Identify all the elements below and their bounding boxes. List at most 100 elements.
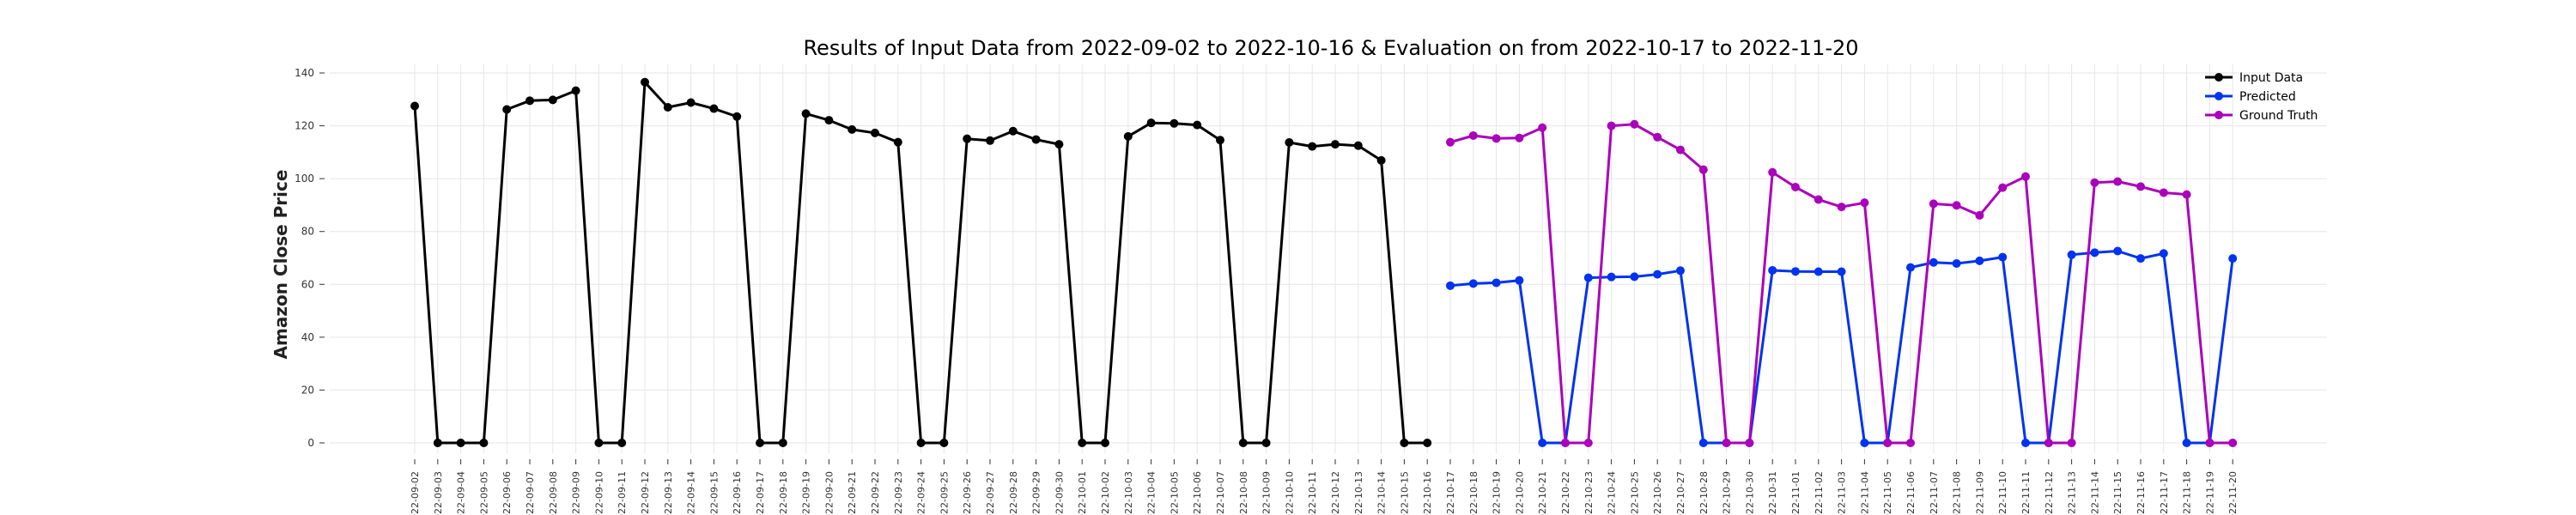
x-tick-label: 2022-10-30 bbox=[1744, 471, 1755, 515]
grid bbox=[330, 64, 2327, 453]
y-tick-label: 120 bbox=[295, 120, 314, 132]
legend-swatch-marker bbox=[2215, 92, 2223, 100]
input-data-point bbox=[1123, 131, 1133, 141]
x-tick-label: 2022-10-24 bbox=[1607, 471, 1618, 515]
x-tick-label: 2022-11-08 bbox=[1952, 471, 1963, 515]
x-tick-label: 2022-09-05 bbox=[478, 471, 489, 515]
input-data-point bbox=[1008, 126, 1018, 136]
input-data-point bbox=[848, 124, 857, 134]
x-tick-label: 2022-10-05 bbox=[1169, 471, 1180, 515]
x-tick-label: 2022-09-15 bbox=[708, 471, 720, 515]
input-data-point bbox=[1193, 120, 1202, 130]
x-tick-label: 2022-10-25 bbox=[1629, 471, 1640, 515]
ground-truth-point bbox=[1929, 199, 1938, 209]
input-data-point bbox=[456, 439, 465, 447]
ground-truth-point bbox=[2159, 188, 2168, 197]
predicted-point bbox=[1607, 272, 1616, 282]
input-data-point bbox=[1285, 137, 1294, 147]
ground-truth-point bbox=[1468, 130, 1478, 140]
ground-truth-point bbox=[1492, 134, 1501, 143]
input-data-point bbox=[1400, 439, 1409, 447]
input-data-point bbox=[526, 96, 534, 106]
ground-truth-point bbox=[1883, 439, 1893, 447]
ground-truth-point bbox=[2067, 439, 2076, 447]
predicted-point bbox=[1653, 270, 1662, 279]
ground-truth-point bbox=[1791, 182, 1800, 191]
predicted-point bbox=[1698, 439, 1708, 447]
x-tick-label: 2022-09-04 bbox=[456, 471, 467, 515]
legend-label: Predicted bbox=[2239, 90, 2296, 104]
ground-truth-point bbox=[1446, 137, 1455, 147]
input-data-point bbox=[502, 105, 512, 114]
predicted-point bbox=[2228, 254, 2238, 264]
y-tick-label: 80 bbox=[301, 226, 314, 238]
x-tick-label: 2022-10-29 bbox=[1722, 471, 1733, 515]
x-tick-label: 2022-09-20 bbox=[823, 471, 835, 515]
x-tick-label: 2022-09-06 bbox=[501, 471, 513, 515]
x-tick-label: 2022-10-26 bbox=[1652, 471, 1663, 515]
ground-truth-point bbox=[1768, 167, 1777, 177]
legend-item-ground-truth: Ground Truth bbox=[2205, 109, 2318, 123]
x-tick-label: 2022-11-05 bbox=[1882, 471, 1893, 515]
x-tick-label: 2022-10-19 bbox=[1492, 471, 1503, 515]
x-tick-label: 2022-10-10 bbox=[1284, 471, 1295, 515]
input-data-point bbox=[1353, 141, 1363, 150]
input-data-point bbox=[1170, 118, 1179, 128]
ground-truth-point bbox=[1630, 119, 1639, 129]
x-tick-label: 2022-09-16 bbox=[732, 471, 743, 515]
predicted-point bbox=[1468, 279, 1478, 288]
input-data-point bbox=[1054, 140, 1064, 149]
input-data-point bbox=[1216, 136, 1224, 145]
predicted-point bbox=[1583, 273, 1593, 282]
ground-truth-point bbox=[1515, 133, 1524, 142]
x-tick-label: 2022-09-12 bbox=[640, 471, 651, 515]
predicted-point bbox=[1860, 439, 1869, 447]
ground-truth-point bbox=[1698, 165, 1708, 174]
ground-truth-point bbox=[2090, 178, 2099, 187]
x-tick-label: 2022-09-14 bbox=[686, 471, 697, 515]
x-tick-label: 2022-10-16 bbox=[1422, 471, 1433, 515]
input-data-point bbox=[1078, 439, 1087, 447]
input-data-point bbox=[939, 439, 949, 447]
legend: Input Data Predicted Ground Truth bbox=[2205, 71, 2318, 123]
predicted-point bbox=[1906, 263, 1915, 272]
input-data-point bbox=[548, 95, 557, 105]
x-axis-ticks: 2022-09-02 2022-09-03 2022-09-04 2022-09-05… bbox=[410, 459, 2239, 515]
input-data-point bbox=[1031, 135, 1041, 144]
x-tick-label: 2022-09-07 bbox=[525, 471, 536, 515]
ground-truth-series bbox=[1446, 119, 2238, 447]
input-data-point bbox=[986, 136, 994, 145]
legend-item-input-data: Input Data bbox=[2205, 71, 2303, 85]
x-tick-label: 2022-11-01 bbox=[1790, 471, 1801, 515]
predicted-point bbox=[1791, 267, 1800, 276]
x-tick-label: 2022-11-13 bbox=[2067, 471, 2078, 515]
input-data-point bbox=[778, 439, 787, 447]
x-tick-label: 2022-09-27 bbox=[985, 471, 996, 515]
x-tick-label: 2022-09-03 bbox=[433, 471, 444, 515]
x-tick-label: 2022-10-15 bbox=[1399, 471, 1410, 515]
predicted-point bbox=[1676, 266, 1685, 276]
ground-truth-point bbox=[2021, 172, 2030, 181]
x-tick-label: 2022-10-06 bbox=[1192, 471, 1203, 515]
ground-truth-point bbox=[1561, 439, 1570, 447]
x-tick-label: 2022-10-04 bbox=[1146, 471, 1157, 515]
x-tick-label: 2022-11-04 bbox=[1859, 471, 1870, 515]
input-data-point bbox=[1146, 118, 1156, 128]
input-data-point bbox=[1423, 439, 1432, 447]
x-tick-label: 2022-10-01 bbox=[1077, 471, 1088, 515]
x-tick-label: 2022-09-10 bbox=[593, 471, 605, 515]
predicted-point bbox=[2021, 439, 2030, 447]
y-tick-label: 20 bbox=[301, 384, 314, 396]
predicted-point bbox=[1814, 267, 1823, 276]
ground-truth-point bbox=[1814, 195, 1823, 204]
x-tick-label: 2022-11-19 bbox=[2204, 471, 2215, 515]
y-tick-label: 60 bbox=[301, 278, 314, 290]
ground-truth-point bbox=[1745, 439, 1754, 447]
input-data-point bbox=[594, 439, 604, 447]
input-data-point bbox=[1101, 439, 1109, 447]
x-tick-label: 2022-10-28 bbox=[1698, 471, 1710, 515]
input-data-point bbox=[916, 439, 926, 447]
input-data-point bbox=[756, 439, 764, 447]
x-tick-label: 2022-09-18 bbox=[778, 471, 789, 515]
x-tick-label: 2022-10-27 bbox=[1675, 471, 1686, 515]
